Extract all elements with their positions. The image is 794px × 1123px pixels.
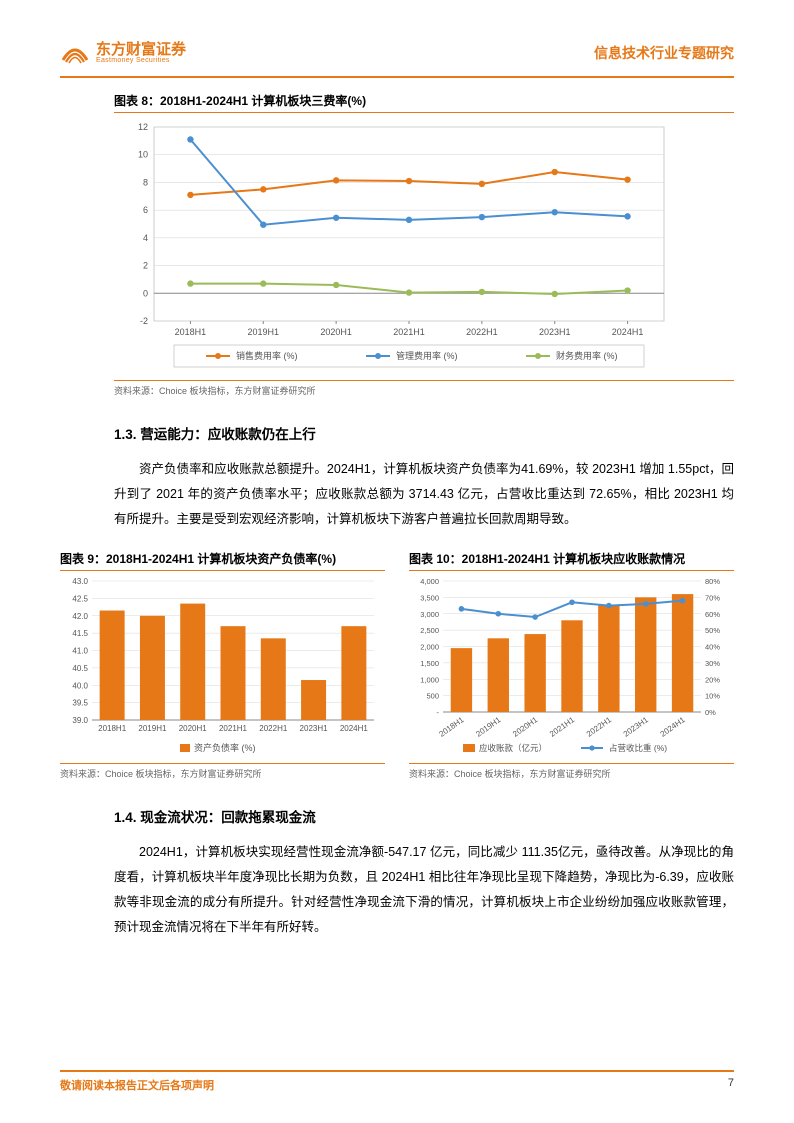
logo-icon	[60, 38, 90, 68]
svg-text:2018H1: 2018H1	[98, 724, 127, 733]
svg-text:2020H1: 2020H1	[179, 724, 208, 733]
chart10-block: 图表 10：2018H1-2024H1 计算机板块应收账款情况 - 500 1,00…	[409, 550, 734, 780]
chart10-svg: - 500 1,000 1,500 2,000 2,500 3,000 3,500 4,000 0…	[409, 575, 729, 760]
svg-text:39.5: 39.5	[72, 699, 88, 708]
section-14-body: 2024H1，计算机板块实现经营性现金流净额-547.17 亿元，同比减少 11…	[114, 840, 734, 940]
section-14-head: 1.4. 现金流状况：回款拖累现金流	[114, 806, 734, 826]
svg-text:2022H1: 2022H1	[259, 724, 288, 733]
svg-text:资产负债率 (%): 资产负债率 (%)	[194, 742, 256, 753]
page-number: 7	[728, 1077, 734, 1093]
chart9-title: 图表 9：2018H1-2024H1 计算机板块资产负债率(%)	[60, 550, 385, 571]
svg-text:2021H1: 2021H1	[548, 715, 577, 739]
svg-text:4: 4	[143, 233, 148, 243]
logo-text-cn: 东方财富证券	[96, 42, 186, 57]
svg-text:42.0: 42.0	[72, 612, 88, 621]
svg-text:财务费用率 (%): 财务费用率 (%)	[556, 350, 618, 361]
svg-text:2020H1: 2020H1	[320, 327, 352, 337]
section-13-head: 1.3. 营运能力：应收账款仍在上行	[114, 423, 734, 443]
svg-text:2018H1: 2018H1	[175, 327, 207, 337]
svg-text:2022H1: 2022H1	[466, 327, 498, 337]
svg-text:2024H1: 2024H1	[659, 715, 688, 739]
svg-text:3,000: 3,000	[420, 610, 439, 619]
svg-text:12: 12	[138, 122, 148, 132]
svg-text:2021H1: 2021H1	[393, 327, 425, 337]
dual-charts: 图表 9：2018H1-2024H1 计算机板块资产负债率(%) 39.039.…	[60, 550, 734, 780]
svg-text:70%: 70%	[705, 593, 720, 602]
footer-disclaimer: 敬请阅读本报告正文后各项声明	[60, 1077, 214, 1093]
chart9-source: 资料来源：Choice 板块指标，东方财富证券研究所	[60, 763, 385, 780]
svg-text:2021H1: 2021H1	[219, 724, 248, 733]
svg-text:1,500: 1,500	[420, 659, 439, 668]
chart8-svg: -2 0 2 4 6 8 10 12 2018H1 2019H1 2020H1 2021H1 2022H…	[114, 117, 674, 377]
svg-text:39.0: 39.0	[72, 716, 88, 725]
svg-text:41.5: 41.5	[72, 629, 88, 638]
logo: 东方财富证券 Eastmoney Securities	[60, 38, 186, 68]
logo-text-en: Eastmoney Securities	[96, 57, 186, 64]
svg-text:40.5: 40.5	[72, 664, 88, 673]
svg-text:41.0: 41.0	[72, 647, 88, 656]
svg-text:-2: -2	[140, 316, 148, 326]
svg-text:500: 500	[426, 692, 439, 701]
svg-text:0: 0	[143, 288, 148, 298]
svg-text:43.0: 43.0	[72, 577, 88, 586]
svg-text:60%: 60%	[705, 610, 720, 619]
chart8-source: 资料来源：Choice 板块指标，东方财富证券研究所	[114, 380, 734, 397]
chart9-block: 图表 9：2018H1-2024H1 计算机板块资产负债率(%) 39.039.…	[60, 550, 385, 780]
chart9-svg: 39.0 39.5 40.0 40.5 41.0 41.5 42.0 42.5 43.0 2018…	[60, 575, 380, 760]
svg-text:6: 6	[143, 205, 148, 215]
svg-text:3,500: 3,500	[420, 593, 439, 602]
svg-text:2019H1: 2019H1	[248, 327, 280, 337]
svg-text:2024H1: 2024H1	[612, 327, 644, 337]
svg-text:2019H1: 2019H1	[138, 724, 167, 733]
svg-text:50%: 50%	[705, 626, 720, 635]
svg-text:2023H1: 2023H1	[539, 327, 571, 337]
section-13-body: 资产负债率和应收账款总额提升。2024H1，计算机板块资产负债率为41.69%，…	[114, 457, 734, 532]
svg-text:30%: 30%	[705, 659, 720, 668]
svg-text:40.0: 40.0	[72, 681, 88, 690]
svg-text:2: 2	[143, 261, 148, 271]
svg-text:2023H1: 2023H1	[622, 715, 651, 739]
footer-rule	[60, 1070, 734, 1072]
svg-text:2023H1: 2023H1	[300, 724, 329, 733]
header-title: 信息技术行业专题研究	[594, 43, 734, 63]
svg-text:8: 8	[143, 177, 148, 187]
chart8-block: 图表 8：2018H1-2024H1 计算机板块三费率(%) -2 0 2 4 6 8 10…	[114, 92, 734, 397]
chart8-title: 图表 8：2018H1-2024H1 计算机板块三费率(%)	[114, 92, 734, 113]
svg-text:2022H1: 2022H1	[585, 715, 614, 739]
svg-text:0%: 0%	[705, 708, 716, 717]
svg-text:80%: 80%	[705, 577, 720, 586]
svg-text:应收账款（亿元）: 应收账款（亿元）	[479, 743, 547, 753]
svg-text:42.5: 42.5	[72, 594, 88, 603]
svg-text:2,000: 2,000	[420, 643, 439, 652]
page-header: 东方财富证券 Eastmoney Securities 信息技术行业专题研究	[60, 38, 734, 68]
svg-text:2019H1: 2019H1	[474, 715, 503, 739]
svg-text:10: 10	[138, 150, 148, 160]
page-footer: 敬请阅读本报告正文后各项声明 7	[60, 1070, 734, 1093]
svg-text:2,500: 2,500	[420, 626, 439, 635]
svg-text:-: -	[437, 708, 440, 717]
svg-text:20%: 20%	[705, 675, 720, 684]
chart10-title: 图表 10：2018H1-2024H1 计算机板块应收账款情况	[409, 550, 734, 571]
svg-text:2018H1: 2018H1	[437, 715, 466, 739]
svg-text:2024H1: 2024H1	[340, 724, 369, 733]
chart10-source: 资料来源：Choice 板块指标，东方财富证券研究所	[409, 763, 734, 780]
svg-text:1,000: 1,000	[420, 675, 439, 684]
svg-text:管理费用率 (%): 管理费用率 (%)	[396, 350, 458, 361]
svg-text:40%: 40%	[705, 643, 720, 652]
svg-text:4,000: 4,000	[420, 577, 439, 586]
svg-text:10%: 10%	[705, 692, 720, 701]
header-rule	[60, 76, 734, 78]
svg-text:销售费用率 (%): 销售费用率 (%)	[236, 350, 298, 361]
svg-text:2020H1: 2020H1	[511, 715, 540, 739]
svg-text:占营收比重 (%): 占营收比重 (%)	[609, 743, 667, 753]
